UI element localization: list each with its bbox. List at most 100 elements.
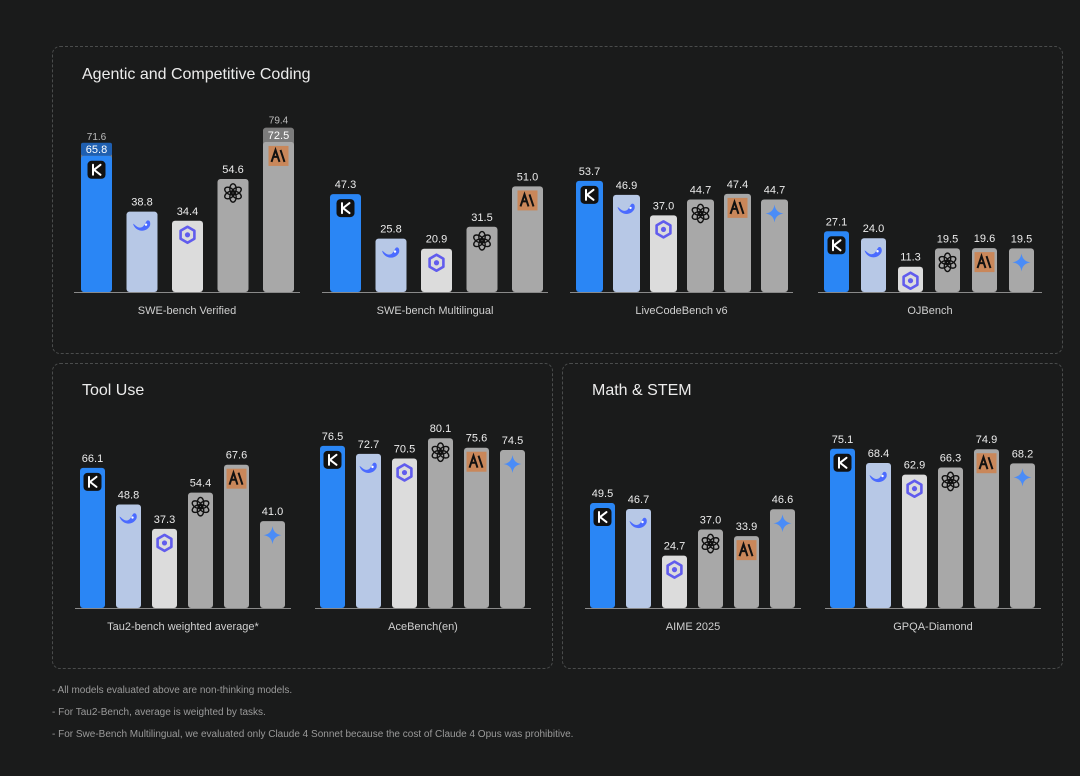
swe-verified-label-upper-kimi: 71.6	[87, 132, 107, 143]
ojbench-label-deepseek: 24.0	[863, 223, 884, 235]
livecodebench-label-claude: 47.4	[727, 179, 748, 191]
swe-verified-label-upper-claude: 79.4	[269, 116, 289, 127]
acebench-openai-icon	[431, 442, 450, 463]
swe-multilingual-qwen-icon	[428, 253, 445, 273]
swe-verified-openai-icon	[224, 183, 242, 203]
acebench-label-deepseek: 72.7	[358, 439, 379, 451]
aime-bar-kimi	[590, 503, 615, 608]
gpqa-bar-qwen	[902, 474, 927, 608]
acebench-label-openai: 80.1	[430, 423, 451, 435]
gpqa-openai-icon	[941, 471, 960, 492]
livecodebench-openai-icon	[691, 203, 710, 224]
swe-multilingual-label-qwen: 20.9	[426, 234, 447, 246]
livecodebench-claude-icon	[727, 197, 748, 218]
tau2-label-kimi: 66.1	[82, 453, 103, 465]
livecodebench-deepseek-icon	[617, 203, 635, 215]
panel-title-math: Math & STEM	[592, 382, 692, 399]
acebench-label-qwen: 70.5	[394, 444, 415, 456]
panel-math-stem: Math & STEM	[562, 363, 1063, 669]
tau2-kimi-icon	[83, 472, 102, 491]
gpqa-claude-icon	[976, 453, 997, 474]
gpqa-label-claude: 74.9	[976, 434, 997, 446]
swe-verified-bar-claude	[263, 141, 294, 292]
swe-multilingual-bar-claude	[512, 186, 543, 292]
tau2-gemini-icon	[263, 526, 282, 545]
panel-title-coding: Agentic and Competitive Coding	[82, 66, 311, 83]
gpqa-bar-deepseek	[866, 462, 891, 608]
gpqa-label-gemini: 68.2	[1012, 448, 1033, 460]
ojbench-bar-deepseek	[861, 238, 886, 292]
swe-multilingual-bar-deepseek	[375, 238, 407, 292]
tau2-bar-deepseek	[116, 504, 141, 608]
swe-verified-title: SWE-bench Verified	[138, 305, 236, 317]
tau2-title: Tau2-bench weighted average*	[107, 621, 259, 633]
swe-verified-label-bg-kimi	[81, 142, 112, 156]
swe-verified-label-kimi: 65.8	[86, 144, 107, 156]
gpqa-bar-openai	[938, 467, 963, 608]
acebench-bar-kimi	[320, 445, 345, 608]
acebench-label-claude: 75.6	[466, 433, 487, 445]
gpqa-bar-gemini	[1010, 463, 1035, 608]
livecodebench-label-openai: 44.7	[690, 184, 711, 196]
panel-title-tool-use: Tool Use	[82, 382, 145, 399]
tau2-deepseek-icon	[119, 513, 137, 524]
ojbench-claude-icon	[974, 252, 995, 273]
swe-verified-bar-kimi	[81, 155, 112, 292]
panel-agentic-coding: Agentic and Competitive Coding	[52, 46, 1063, 354]
tau2-bar-claude	[224, 464, 249, 608]
livecodebench-bar-openai	[687, 199, 714, 292]
livecodebench-label-deepseek: 46.9	[616, 180, 637, 192]
livecodebench-qwen-icon	[655, 220, 672, 239]
swe-multilingual-title: SWE-bench Multilingual	[377, 305, 494, 317]
ojbench-label-kimi: 27.1	[826, 216, 847, 228]
swe-verified-qwen-icon	[179, 225, 196, 245]
acebench-bar-openai	[428, 438, 453, 608]
aime-deepseek-icon	[629, 517, 647, 529]
swe-verified-label-deepseek: 38.8	[131, 197, 152, 209]
acebench-gemini-icon	[503, 455, 522, 474]
gpqa-bar-claude	[974, 449, 999, 608]
gpqa-label-deepseek: 68.4	[868, 448, 889, 460]
ojbench-label-qwen: 11.3	[900, 252, 921, 264]
aime-label-openai: 37.0	[700, 515, 721, 527]
tau2-label-qwen: 37.3	[154, 514, 175, 526]
aime-label-gemini: 46.6	[772, 494, 793, 506]
swe-multilingual-label-claude: 51.0	[517, 171, 538, 183]
gpqa-qwen-icon	[906, 479, 923, 499]
swe-verified-bar-qwen	[172, 220, 203, 292]
livecodebench-bar-deepseek	[613, 194, 640, 292]
ojbench-bar-openai	[935, 248, 960, 292]
aime-label-qwen: 24.7	[664, 541, 685, 553]
swe-multilingual-deepseek-icon	[382, 247, 400, 258]
aime-title: AIME 2025	[666, 621, 720, 633]
livecodebench-title: LiveCodeBench v6	[635, 305, 727, 317]
tau2-openai-icon	[191, 496, 210, 517]
livecodebench-gemini-icon	[765, 204, 784, 223]
aime-label-claude: 33.9	[736, 521, 757, 533]
swe-verified-kimi-icon	[87, 160, 106, 179]
aime-bar-deepseek	[626, 508, 651, 608]
livecodebench-bar-claude	[724, 193, 751, 292]
acebench-kimi-icon	[323, 450, 342, 469]
ojbench-openai-icon	[938, 252, 957, 273]
livecodebench-bar-gemini	[761, 199, 788, 292]
gpqa-label-qwen: 62.9	[904, 460, 925, 472]
swe-verified-claude-icon	[268, 145, 289, 166]
acebench-claude-icon	[466, 451, 487, 472]
swe-multilingual-claude-icon	[517, 190, 538, 211]
ojbench-qwen-icon	[902, 271, 919, 291]
acebench-bar-gemini	[500, 450, 525, 608]
footnote-2: - For Tau2-Bench, average is weighted by…	[52, 707, 266, 718]
footnote-1: - All models evaluated above are non-thi…	[52, 685, 293, 696]
tau2-label-claude: 67.6	[226, 450, 247, 462]
swe-multilingual-label-deepseek: 25.8	[380, 224, 401, 236]
footnote-3: - For Swe-Bench Multilingual, we evaluat…	[52, 729, 574, 740]
ojbench-deepseek-icon	[864, 246, 882, 258]
footnotes: - All models evaluated above are non-thi…	[52, 684, 573, 750]
swe-verified-deepseek-icon	[133, 220, 151, 231]
acebench-bar-claude	[464, 447, 489, 608]
ojbench-label-openai: 19.5	[937, 233, 958, 245]
ojbench-title: OJBench	[907, 305, 952, 317]
tau2-qwen-icon	[156, 533, 173, 553]
